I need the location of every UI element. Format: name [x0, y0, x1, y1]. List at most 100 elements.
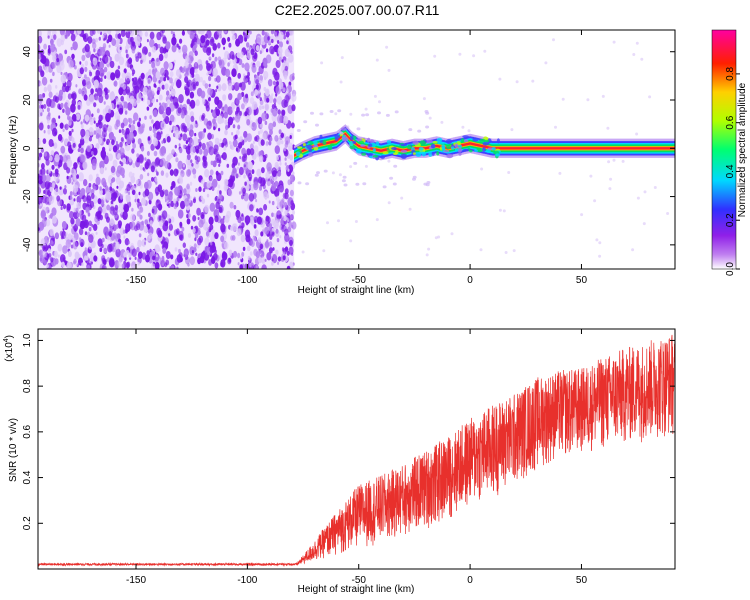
noise-speck: [331, 171, 335, 175]
noise-blob: [231, 167, 238, 176]
noise-blob: [51, 164, 55, 170]
noise-blob: [60, 235, 64, 240]
noise-blob: [211, 178, 218, 188]
noise-blob: [48, 91, 53, 98]
signal-blob: [382, 151, 389, 155]
noise-blob: [213, 209, 220, 219]
noise-blob: [103, 66, 108, 73]
signal-blob: [327, 145, 333, 151]
noise-blob: [126, 134, 129, 138]
noise-blob: [67, 141, 71, 148]
noise-blob: [219, 138, 222, 142]
noise-blob: [71, 137, 75, 143]
noise-blob: [269, 45, 275, 55]
noise-blob: [115, 224, 119, 229]
noise-blob: [172, 33, 176, 39]
noise-blob: [268, 247, 273, 254]
noise-blob: [291, 122, 295, 129]
noise-blob: [159, 220, 164, 227]
noise-blob: [267, 36, 270, 41]
noise-blob: [224, 214, 230, 223]
noise-blob: [185, 55, 190, 63]
noise-blob: [44, 65, 50, 73]
signal-blob: [476, 148, 483, 153]
noise-speck: [631, 248, 635, 252]
noise-blob: [152, 109, 158, 118]
noise-blob: [274, 145, 280, 155]
noise-blob: [290, 214, 294, 220]
noise-blob: [225, 124, 229, 131]
noise-blob: [118, 56, 125, 66]
noise-blob: [198, 148, 203, 155]
noise-blob: [193, 174, 197, 179]
noise-speck: [364, 164, 368, 168]
noise-blob: [132, 172, 135, 177]
noise-blob: [265, 48, 269, 53]
noise-blob: [263, 191, 269, 200]
noise-blob: [91, 113, 94, 117]
noise-blob: [254, 229, 259, 237]
signal-halo: [329, 110, 334, 113]
signal-blob: [483, 139, 490, 143]
noise-blob: [54, 96, 59, 103]
noise-blob: [175, 69, 181, 78]
noise-blob: [88, 174, 93, 182]
noise-blob: [201, 142, 206, 151]
noise-blob: [282, 252, 285, 256]
noise-blob: [235, 97, 240, 105]
noise-blob: [288, 54, 294, 63]
noise-blob: [111, 38, 117, 46]
signal-halo: [377, 111, 381, 115]
noise-blob: [80, 121, 83, 125]
noise-blob: [99, 68, 105, 77]
noise-blob: [120, 30, 126, 37]
noise-blob: [227, 62, 230, 67]
noise-blob: [190, 115, 195, 122]
signal-halo: [425, 183, 430, 187]
noise-blob: [231, 30, 236, 35]
noise-blob: [124, 83, 127, 88]
noise-blob: [223, 145, 227, 151]
noise-blob: [150, 165, 155, 173]
noise-blob: [51, 207, 57, 216]
noise-blob: [286, 165, 289, 170]
noise-blob: [165, 172, 169, 178]
noise-blob: [131, 41, 135, 47]
noise-blob: [212, 160, 217, 168]
noise-speck: [498, 77, 502, 81]
noise-blob: [146, 250, 150, 256]
noise-blob: [119, 160, 122, 165]
noise-blob: [154, 177, 158, 182]
spectrogram-panel: -150 -100 -50 0 50 -40 -20 0 20 40 Height of stra…: [8, 29, 676, 296]
noise-blob: [289, 30, 294, 36]
noise-blob: [71, 53, 75, 60]
noise-blob: [108, 44, 111, 48]
noise-blob: [190, 40, 195, 47]
noise-blob: [278, 166, 281, 171]
noise-blob: [80, 123, 84, 129]
noise-blob: [211, 245, 217, 253]
noise-blob: [88, 220, 93, 227]
noise-blob: [280, 132, 284, 139]
noise-blob: [67, 250, 72, 257]
noise-blob: [125, 194, 131, 203]
noise-blob: [186, 218, 191, 225]
noise-blob: [131, 265, 136, 269]
signal-blob: [313, 141, 318, 146]
signal-blob: [356, 138, 362, 142]
noise-blob: [215, 153, 222, 164]
noise-blob: [144, 161, 150, 170]
noise-blob: [173, 38, 176, 42]
noise-blob: [189, 138, 194, 147]
noise-blob: [284, 162, 287, 166]
noise-blob: [192, 168, 197, 175]
noise-blob: [102, 35, 105, 39]
noise-blob: [83, 179, 88, 187]
noise-blob: [95, 95, 99, 101]
signal-blob: [307, 140, 313, 144]
noise-blob: [274, 135, 279, 142]
signal-halo: [305, 182, 310, 186]
noise-speck: [612, 158, 616, 162]
noise-blob: [124, 107, 127, 111]
signal-blob: [375, 141, 380, 146]
